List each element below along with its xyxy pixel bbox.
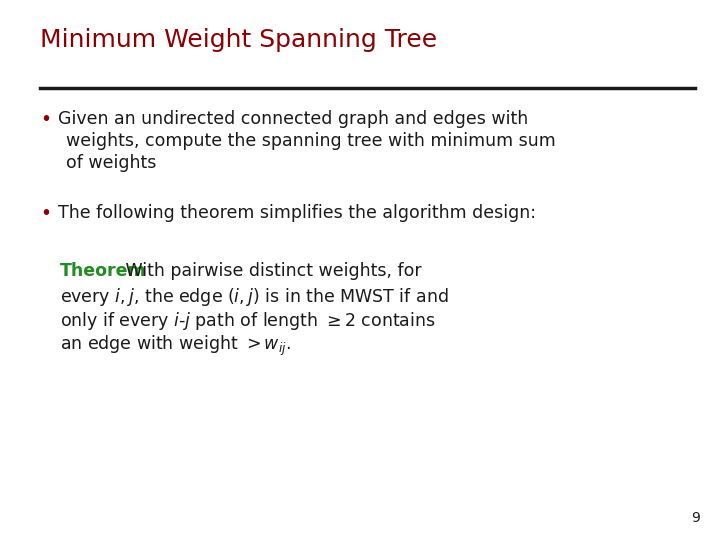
Text: Given an undirected connected graph and edges with: Given an undirected connected graph and … — [58, 110, 528, 128]
Text: Theorem: Theorem — [60, 262, 147, 280]
Text: 9: 9 — [691, 511, 700, 525]
Text: •: • — [40, 204, 51, 223]
Text: only if every $i$-$j$ path of length $\geq 2$ contains: only if every $i$-$j$ path of length $\g… — [60, 310, 436, 332]
Text: With pairwise distinct weights, for: With pairwise distinct weights, for — [120, 262, 422, 280]
Text: •: • — [40, 110, 51, 129]
Text: an edge with weight $> w_{ij}$.: an edge with weight $> w_{ij}$. — [60, 334, 291, 358]
Text: every $i, j$, the edge $(i, j)$ is in the MWST if and: every $i, j$, the edge $(i, j)$ is in th… — [60, 286, 449, 308]
Text: weights, compute the spanning tree with minimum sum: weights, compute the spanning tree with … — [66, 132, 556, 150]
Text: Minimum Weight Spanning Tree: Minimum Weight Spanning Tree — [40, 28, 437, 52]
Text: The following theorem simplifies the algorithm design:: The following theorem simplifies the alg… — [58, 204, 536, 222]
Text: of weights: of weights — [66, 154, 156, 172]
